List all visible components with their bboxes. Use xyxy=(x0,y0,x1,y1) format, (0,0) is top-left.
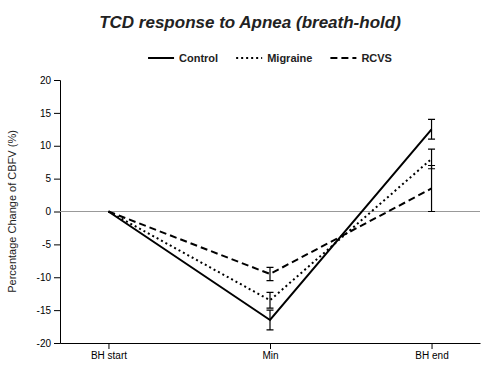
y-tick: -15 xyxy=(37,305,60,316)
x-tick-mark xyxy=(108,343,109,349)
y-tick: 0 xyxy=(45,206,60,217)
legend-label: Control xyxy=(179,52,218,64)
y-tick-mark xyxy=(54,244,60,245)
y-axis-label: Percentage Change of CBFV (%) xyxy=(6,130,18,293)
x-tick-mark xyxy=(270,343,271,349)
y-tick: -5 xyxy=(42,239,60,250)
y-tick-label: 15 xyxy=(40,108,52,119)
y-tick: 10 xyxy=(40,140,60,151)
x-tick: Min xyxy=(262,343,278,361)
y-tick-mark xyxy=(54,80,60,81)
series-line xyxy=(108,129,431,320)
x-tick: BH end xyxy=(415,343,448,361)
y-tick-mark xyxy=(54,146,60,147)
legend-swatch xyxy=(236,57,262,59)
y-tick-label: 0 xyxy=(45,206,51,217)
legend-item: Migraine xyxy=(236,52,312,64)
legend-swatch xyxy=(330,57,356,59)
x-tick-label: BH end xyxy=(415,350,448,361)
y-tick-mark xyxy=(54,310,60,311)
legend-swatch xyxy=(148,57,174,59)
y-tick-mark xyxy=(54,113,60,114)
legend: Control Migraine RCVS xyxy=(148,52,392,64)
y-tick-label: -5 xyxy=(42,239,51,250)
plot-area: -20 -15 -10 -5 0 5 10 15 20 BH start Min BH end xyxy=(37,75,481,361)
x-tick-label: BH start xyxy=(91,350,127,361)
legend-label: RCVS xyxy=(361,52,392,64)
y-tick: 5 xyxy=(45,173,60,184)
y-tick: 20 xyxy=(40,75,60,86)
series-line xyxy=(108,159,431,300)
y-tick-label: 10 xyxy=(40,140,52,151)
y-tick-label: -20 xyxy=(37,338,52,349)
y-tick-mark xyxy=(54,212,60,213)
y-tick-mark xyxy=(54,277,60,278)
x-axis: BH start Min BH end xyxy=(61,343,481,361)
y-tick: 15 xyxy=(40,108,60,119)
legend-label: Migraine xyxy=(267,52,312,64)
x-tick-mark xyxy=(432,343,433,349)
y-axis: -20 -15 -10 -5 0 5 10 15 20 xyxy=(37,75,61,349)
y-tick-label: 20 xyxy=(40,75,52,86)
y-tick-label: -10 xyxy=(37,272,52,283)
chart: TCD response to Apnea (breath-hold) -20 -1… xyxy=(0,0,500,375)
y-tick: -20 xyxy=(37,338,60,349)
y-tick: -10 xyxy=(37,272,60,283)
zero-line xyxy=(60,211,480,212)
y-tick-mark xyxy=(54,179,60,180)
error-bar xyxy=(267,310,274,330)
error-bar xyxy=(267,292,274,308)
series-line xyxy=(108,188,431,273)
title: TCD response to Apnea (breath-hold) xyxy=(99,13,401,32)
legend-item: Control xyxy=(148,52,218,64)
legend-item: RCVS xyxy=(330,52,392,64)
x-tick-label: Min xyxy=(262,350,278,361)
error-bar xyxy=(428,165,435,211)
error-bar xyxy=(428,119,435,139)
y-tick-mark xyxy=(54,343,60,344)
y-tick-label: 5 xyxy=(45,173,51,184)
marks xyxy=(60,119,480,329)
y-axis-line xyxy=(54,81,61,344)
error-bar xyxy=(267,267,274,280)
y-tick-label: -15 xyxy=(37,305,52,316)
x-tick: BH start xyxy=(91,343,127,361)
